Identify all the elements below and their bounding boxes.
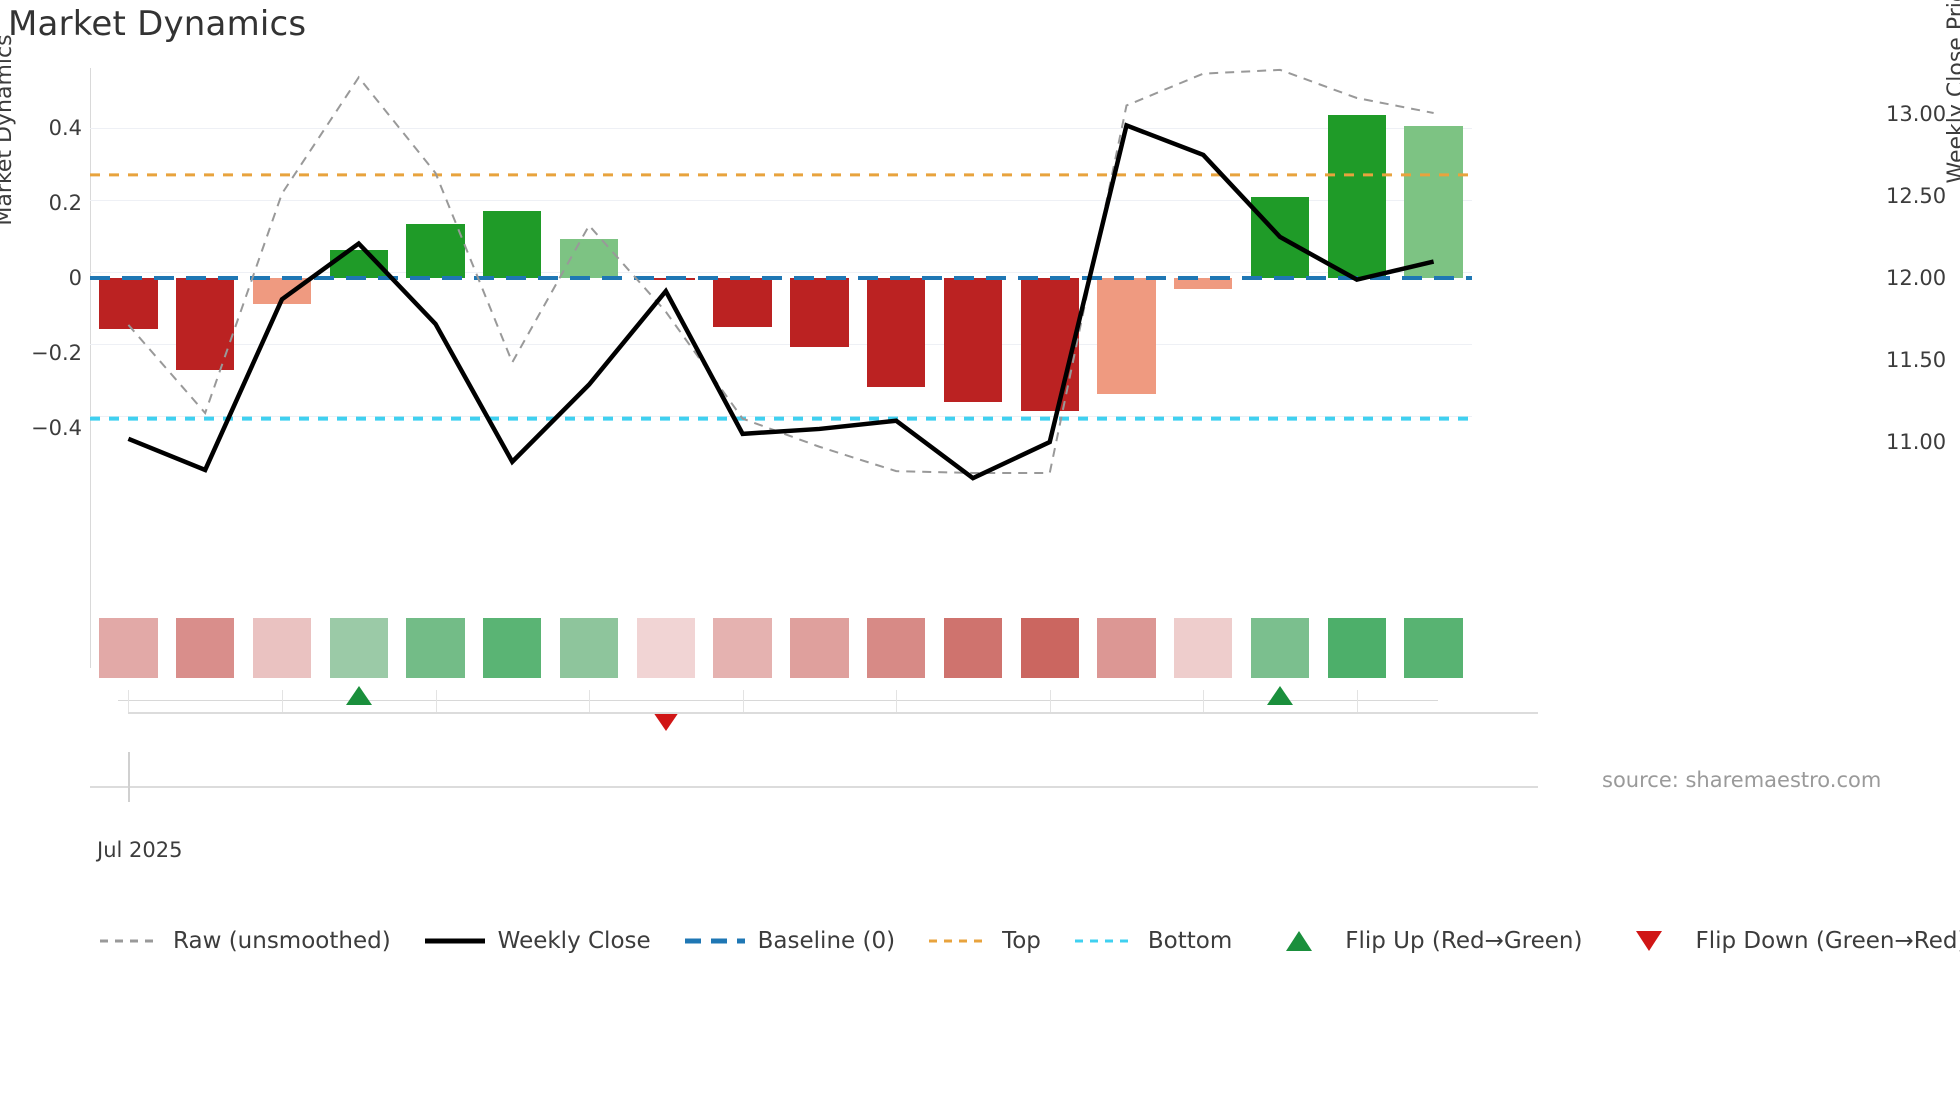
- heatmap-cell-13[interactable]: [1020, 618, 1079, 678]
- dotted-line-icon: [929, 931, 990, 951]
- heatmap-cell-11[interactable]: [866, 618, 926, 678]
- rail-tick-6: [589, 690, 591, 712]
- flip-down-marker-1[interactable]: [652, 712, 679, 731]
- triangle-up-icon: [1286, 931, 1313, 951]
- rail-tick-8: [742, 690, 744, 712]
- rail-tick-12: [1049, 690, 1051, 712]
- legend-item-5[interactable]: Flip Up (Red→Green): [1266, 928, 1582, 954]
- bar-15[interactable]: [1174, 278, 1233, 290]
- page-title: Market Dynamics: [8, 4, 307, 44]
- heatmap-cell-4[interactable]: [329, 618, 388, 678]
- flip-up-marker-2[interactable]: [1267, 686, 1294, 705]
- bar-9[interactable]: [713, 278, 772, 327]
- heatmap-cell-1[interactable]: [99, 618, 158, 678]
- legend-item-2[interactable]: Baseline (0): [684, 928, 896, 954]
- bar-8[interactable]: [636, 278, 695, 280]
- bar-3[interactable]: [252, 278, 312, 305]
- bar-7[interactable]: [559, 238, 619, 278]
- bar-10[interactable]: [790, 278, 849, 348]
- heatmap-cell-12[interactable]: [943, 618, 1003, 678]
- y-tick-right-1: 12.50: [1886, 183, 1947, 208]
- rail-tick-0: [128, 690, 130, 712]
- bottom-divider-2: [90, 786, 1538, 788]
- heatmap-cell-9[interactable]: [713, 618, 772, 678]
- legend-label: Top: [1002, 928, 1041, 954]
- legend-item-4[interactable]: Bottom: [1074, 928, 1233, 954]
- heatmap-cell-8[interactable]: [636, 618, 695, 678]
- legend-item-6[interactable]: Flip Down (Green→Red): [1616, 928, 1960, 954]
- weekly-close-line: [127, 122, 1435, 481]
- heatmap-cell-5[interactable]: [406, 618, 465, 678]
- source-caption: source: sharemaestro.com: [1602, 768, 1882, 792]
- line-series: [127, 68, 1435, 481]
- x-axis-tick-label: Jul 2025: [97, 838, 183, 862]
- y-axis-left-label: Market Dynamics: [0, 34, 17, 226]
- flip-marker-rail: [118, 700, 1438, 701]
- bar-6[interactable]: [483, 210, 542, 278]
- heatmap-cell-10[interactable]: [790, 618, 849, 678]
- y-tick-left-3: −0.2: [31, 341, 82, 365]
- legend-label: Weekly Close: [497, 928, 651, 954]
- dashed-line-icon: [684, 931, 745, 951]
- legend-label: Flip Down (Green→Red): [1695, 928, 1960, 954]
- y-tick-left-0: 0.4: [48, 116, 82, 140]
- plot-area: [90, 68, 1472, 488]
- heatmap-cell-7[interactable]: [559, 618, 619, 678]
- y-axis-spine: [90, 68, 91, 668]
- rail-tick-10: [896, 690, 898, 712]
- legend-label: Raw (unsmoothed): [173, 928, 391, 954]
- bar-17[interactable]: [1327, 114, 1386, 278]
- bar-14[interactable]: [1097, 278, 1156, 395]
- rail-tick-4: [435, 690, 437, 712]
- y-tick-left-4: −0.4: [31, 416, 82, 440]
- heatmap-cell-16[interactable]: [1250, 618, 1310, 678]
- bar-5[interactable]: [406, 223, 465, 278]
- legend-label: Flip Up (Red→Green): [1345, 928, 1583, 954]
- bar-1[interactable]: [99, 278, 158, 329]
- y-tick-left-2: 0: [68, 266, 82, 290]
- heatmap-cell-14[interactable]: [1097, 618, 1156, 678]
- heatmap-cell-15[interactable]: [1174, 618, 1233, 678]
- heatmap-cell-3[interactable]: [252, 618, 312, 678]
- y-tick-right-4: 11.00: [1886, 430, 1947, 455]
- y-tick-right-0: 13.00: [1886, 101, 1947, 126]
- bar-2[interactable]: [175, 278, 235, 370]
- flip-up-marker-0[interactable]: [345, 686, 372, 705]
- y-axis-right-label: Weekly Close Price: [1944, 0, 1960, 184]
- bar-12[interactable]: [943, 278, 1003, 402]
- heatmap-cell-2[interactable]: [175, 618, 235, 678]
- y-tick-right-3: 11.50: [1886, 348, 1947, 373]
- triangle-down-icon: [1636, 931, 1663, 951]
- heatmap-cell-6[interactable]: [483, 618, 542, 678]
- rail-tick-16: [1356, 690, 1358, 712]
- bar-13[interactable]: [1020, 278, 1079, 412]
- gridline--0.2: [90, 344, 1472, 345]
- rail-tick-2: [281, 690, 283, 712]
- bar-16[interactable]: [1250, 197, 1310, 278]
- y-tick-right-2: 12.00: [1886, 266, 1947, 290]
- solid-line-icon: [424, 931, 485, 951]
- gridline-0.4: [90, 128, 1472, 129]
- bar-4[interactable]: [329, 249, 388, 278]
- x-axis-tick: [128, 752, 130, 802]
- bottom-divider-1: [128, 712, 1538, 714]
- rail-tick-14: [1203, 690, 1205, 712]
- legend-item-3[interactable]: Top: [929, 928, 1041, 954]
- bar-11[interactable]: [866, 278, 926, 387]
- chart-legend: Raw (unsmoothed) Weekly Close Baseline (0)…: [100, 928, 1960, 954]
- dotted-line-icon: [1074, 931, 1135, 951]
- gridline--0.4: [90, 416, 1472, 417]
- dotted-line-icon: [100, 931, 160, 951]
- legend-item-0[interactable]: Raw (unsmoothed): [100, 928, 391, 954]
- legend-label: Baseline (0): [757, 928, 896, 954]
- y-tick-left-1: 0.2: [48, 191, 82, 215]
- bar-18[interactable]: [1404, 126, 1463, 278]
- heatmap-cell-18[interactable]: [1404, 618, 1463, 678]
- heatmap-cell-17[interactable]: [1327, 618, 1386, 678]
- legend-item-1[interactable]: Weekly Close: [424, 928, 651, 954]
- legend-label: Bottom: [1147, 928, 1233, 954]
